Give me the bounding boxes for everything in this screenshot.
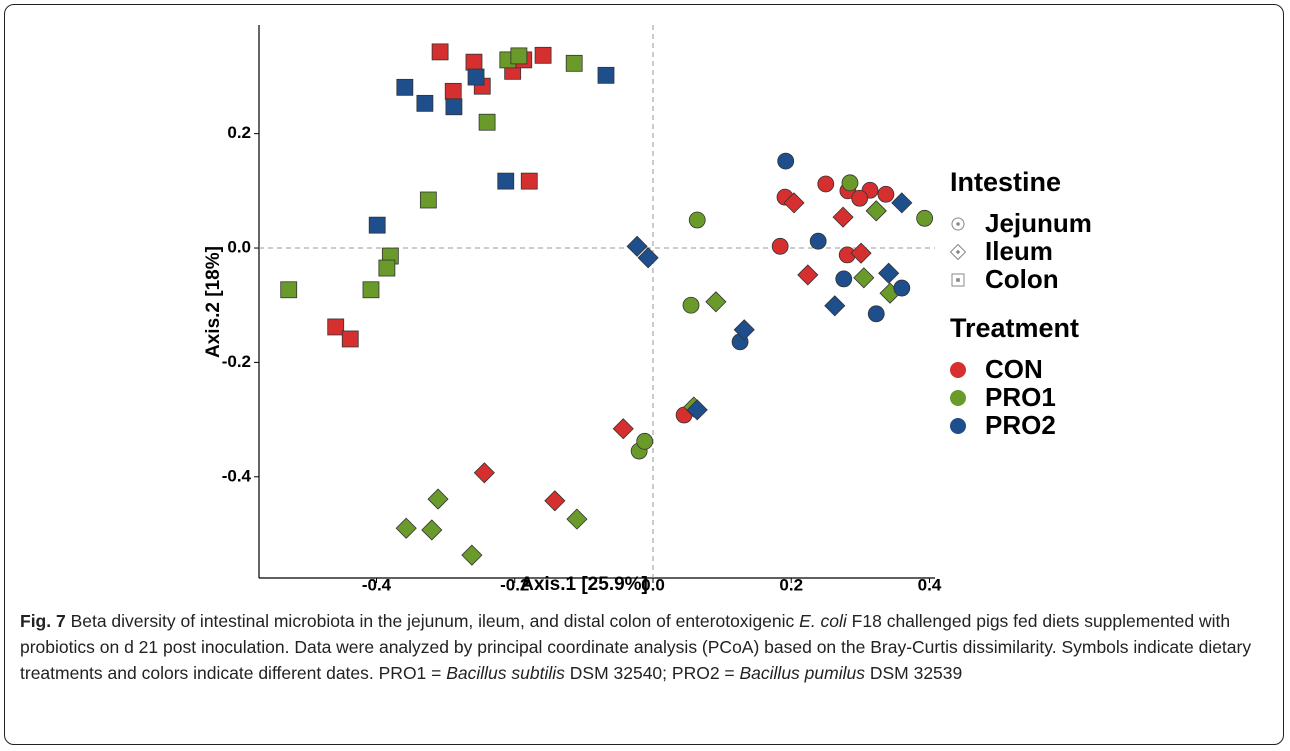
point — [797, 264, 819, 286]
point — [497, 172, 515, 190]
point — [520, 172, 538, 190]
y-tick-label: 0.0 — [227, 238, 251, 257]
legend-title: Treatment — [950, 313, 1079, 343]
legend-symbol — [956, 222, 960, 226]
x-tick-label: 0.4 — [918, 575, 942, 594]
point — [341, 330, 359, 348]
point — [916, 209, 934, 227]
point — [777, 152, 795, 170]
point — [419, 191, 437, 209]
legend-symbol — [951, 217, 965, 231]
point — [771, 237, 789, 255]
x-axis-label: Axis.1 [25.9%] — [520, 574, 648, 595]
point — [705, 291, 727, 313]
point — [853, 267, 875, 289]
point — [832, 206, 854, 228]
caption-text: DSM 32540; PRO2 = — [564, 663, 740, 683]
point — [362, 281, 380, 299]
caption-text: F18 challenged pigs fed diets supplement… — [20, 611, 1252, 683]
legend-label: PRO2 — [985, 410, 1056, 440]
point — [444, 82, 462, 100]
x-tick-label: 0.0 — [641, 575, 665, 594]
point — [597, 66, 615, 84]
legend-label: Jejunum — [985, 208, 1092, 238]
point — [851, 189, 869, 207]
point — [368, 216, 386, 234]
y-tick-label: -0.4 — [222, 466, 252, 485]
legend-symbol — [956, 278, 960, 282]
point — [378, 259, 396, 277]
point — [544, 490, 566, 512]
x-tick-label: -0.4 — [362, 575, 392, 594]
legend-title: Intestine — [950, 167, 1061, 197]
point — [327, 318, 345, 336]
caption-text: Bacillus pumilus — [739, 663, 865, 683]
legend-label: CON — [985, 354, 1043, 384]
y-axis-label: Axis.2 [18%] — [203, 246, 224, 358]
point — [817, 175, 835, 193]
point — [431, 43, 449, 61]
caption-text: Beta diversity of intestinal microbiota … — [65, 611, 800, 631]
point — [686, 399, 708, 421]
legend-symbol — [950, 390, 966, 406]
point — [626, 235, 648, 257]
point — [878, 262, 900, 284]
point — [733, 319, 755, 341]
point — [510, 47, 528, 65]
point — [566, 508, 588, 530]
caption-text: DSM 32539 — [864, 663, 963, 683]
point — [427, 488, 449, 510]
point — [467, 68, 485, 86]
legend-label: Ileum — [985, 236, 1053, 266]
point — [682, 296, 700, 314]
x-tick-label: 0.2 — [779, 575, 803, 594]
point — [688, 211, 706, 229]
legend-symbol — [951, 273, 965, 287]
point — [612, 418, 634, 440]
figure-card — [4, 4, 1284, 745]
point — [636, 432, 654, 450]
point — [824, 295, 846, 317]
point — [867, 305, 885, 323]
point — [465, 53, 483, 71]
legend-label: Colon — [985, 264, 1059, 294]
point — [565, 54, 583, 72]
legend-symbol — [955, 249, 961, 255]
caption-text: E. coli — [799, 611, 847, 631]
point — [280, 281, 298, 299]
caption-text: Fig. 7 — [20, 611, 66, 631]
point — [416, 94, 434, 112]
y-tick-label: -0.2 — [222, 352, 251, 371]
point — [445, 98, 463, 116]
legend-symbol — [950, 418, 966, 434]
point — [534, 46, 552, 64]
point — [891, 192, 913, 214]
caption-text: Bacillus subtilis — [446, 663, 565, 683]
point — [841, 174, 859, 192]
y-tick-label: 0.2 — [227, 123, 251, 142]
point — [421, 519, 443, 541]
point — [783, 192, 805, 214]
point — [865, 200, 887, 222]
point — [396, 78, 414, 96]
point — [461, 544, 483, 566]
chart: Axis.1 [25.9%] Axis.2 [18%] Intestine Tr… — [203, 25, 1092, 595]
point — [809, 232, 827, 250]
point — [835, 270, 853, 288]
point — [877, 185, 895, 203]
x-tick-label: -0.2 — [500, 575, 529, 594]
legend-symbol — [949, 243, 967, 261]
point — [395, 517, 417, 539]
point — [473, 462, 495, 484]
caption: Fig. 7 Beta diversity of intestinal micr… — [20, 608, 1270, 686]
legend-label: PRO1 — [985, 382, 1056, 412]
point — [478, 113, 496, 131]
point — [893, 279, 911, 297]
point — [637, 247, 659, 269]
point — [850, 242, 872, 264]
legend-symbol — [950, 362, 966, 378]
